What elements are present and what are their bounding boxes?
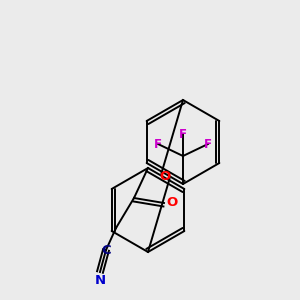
Text: O: O <box>167 196 178 209</box>
Text: F: F <box>179 128 187 140</box>
Text: C: C <box>101 244 111 256</box>
Text: O: O <box>160 169 171 182</box>
Text: F: F <box>154 137 162 151</box>
Text: F: F <box>204 137 212 151</box>
Text: N: N <box>94 274 106 286</box>
